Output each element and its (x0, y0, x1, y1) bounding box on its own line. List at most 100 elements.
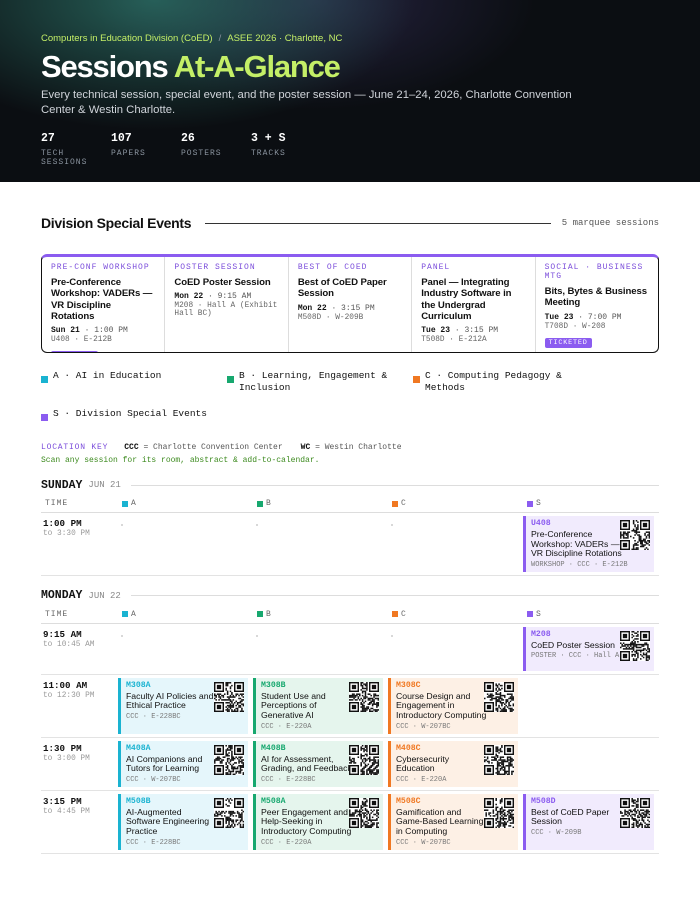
session-title: Course Design and Engagement in Introduc… (396, 690, 487, 720)
session-meta: POSTER · CCC · Hall A (531, 652, 620, 661)
empty-dot (256, 634, 258, 637)
session-card: M508D Best of CoED Paper Session CCC · W-2… (523, 793, 654, 850)
time-start: 3:15 PM (43, 795, 82, 807)
session-title: Peer Engagement and Help-Seeking in Intr… (261, 806, 352, 836)
event-day: Tue 23 (544, 312, 574, 322)
stat-value: 27 (41, 132, 55, 145)
event-card: PRE-CONF WORKSHOP Pre-Conference Workshop… (42, 257, 164, 352)
track-cell: M408C Cybersecurity Education CCC · E-220A (388, 740, 523, 787)
time-end: to 10:45 AM (43, 640, 95, 649)
session-title: CoED Poster Session (531, 639, 616, 650)
event-when: Mon 22 · 9:15 AM (174, 292, 278, 301)
track-cell: M508D Best of CoED Paper Session CCC · W-2… (523, 793, 659, 850)
stat-value: 107 (111, 132, 132, 145)
session-card: M408B AI for Assessment, Grading, and Fee… (253, 740, 383, 787)
session-card: M408A AI Companions and Tutors for Learni… (118, 740, 248, 787)
qr-code (214, 744, 244, 775)
session-meta: CCC · W-207BC (126, 775, 181, 784)
day-date: JUN 21 (88, 480, 121, 490)
event-location: U408 · E-212B (51, 336, 112, 345)
event-badge: TICKETED (544, 337, 592, 348)
note: Scan any session for its room, abstract … (41, 456, 320, 465)
legend-item: A · AI in Education (41, 370, 227, 408)
legend-label: S · Division Special Events (53, 408, 207, 419)
column-label: S (527, 499, 663, 508)
event-location: T708D · W-208 (544, 322, 606, 331)
qr-code (349, 681, 379, 712)
column-header: TIME A B C S (41, 495, 659, 513)
event-badge: TICKETED (51, 351, 99, 352)
session-card: M508B AI-Augmented Software Engineering P… (118, 793, 248, 850)
event-tag: BEST OF COED (297, 263, 368, 272)
session-card: M308B Student Use and Perceptions of Gene… (253, 677, 383, 734)
track-cell (253, 516, 388, 572)
time-end: to 3:00 PM (43, 754, 90, 763)
time-row: 1:00 PM to 3:30 PM U408 Pre-Conference Work… (41, 513, 659, 576)
time-row: 9:15 AM to 10:45 AM M208 CoED Poster Sessio… (41, 624, 659, 675)
day-section: MONDAY JUN 22 TIME A B C S 9:15 AM to 10:45 AM M2… (41, 586, 659, 854)
qr-code (620, 797, 650, 828)
session-card: M408C Cybersecurity Education CCC · E-220A (388, 740, 518, 787)
stat-label: PAPERS (111, 149, 146, 158)
event-day: Sun 21 (51, 326, 80, 336)
session-title: Student Use and Perceptions of Generativ… (261, 690, 326, 720)
column-label: TIME (45, 610, 122, 619)
qr-code (620, 630, 650, 661)
session-meta: CCC · E-220A (396, 775, 447, 784)
session-meta: CCC · E-228BC (261, 775, 316, 784)
day-date: JUN 22 (88, 590, 121, 601)
event-tag: SOCIAL · BUSINESS MTG (544, 263, 644, 281)
title: Sessions At-A-Glance (41, 50, 659, 84)
track-cell: M508C Gamification and Game-Based Learnin… (388, 793, 523, 850)
event-when: Mon 22 · 3:15 PM (298, 304, 402, 313)
column-text: TIME (45, 499, 69, 508)
track-cell: M408B AI for Assessment, Grading, and Fee… (253, 740, 388, 787)
track-cell: M508B AI-Augmented Software Engineering P… (118, 793, 253, 850)
legend-swatch (41, 376, 48, 383)
session-code: M208 (531, 629, 551, 639)
time-end: to 4:45 PM (43, 807, 90, 816)
qr-code (484, 797, 514, 828)
qr-code (620, 520, 650, 550)
session-card: U408 Pre-Conference Workshop: VADERs — VR… (523, 516, 654, 572)
event-title: Panel — Integrating Industry Software in… (421, 277, 512, 322)
time-slot: 3:15 PM to 4:45 PM (41, 794, 118, 850)
time-slot: 1:00 PM to 3:30 PM (41, 516, 118, 572)
day-section: SUNDAY JUN 21 TIME A B C S 1:00 PM to 3:30 PM U40… (41, 475, 659, 576)
session-code: M508C (396, 796, 421, 806)
session-card: M308A Faculty AI Policies and Ethical Pra… (118, 677, 248, 734)
empty-dot (256, 524, 258, 526)
session-code: M508B (126, 796, 151, 806)
session-title: AI for Assessment, Grading, and Feedback (261, 753, 352, 774)
column-label: TIME (45, 499, 122, 508)
session-card: M508C Gamification and Game-Based Learnin… (388, 793, 518, 850)
session-title: Cybersecurity Education (396, 753, 450, 774)
location-name: = Westin Charlotte (315, 443, 402, 452)
stat-label: TECH SESSIONS (41, 149, 88, 167)
column-label: C (392, 499, 527, 508)
column-text: A (131, 609, 137, 619)
column-text: S (536, 609, 542, 619)
session-title: AI Companions and Tutors for Learning (126, 753, 203, 774)
track-cell (253, 627, 388, 671)
location-entry: CCC = Charlotte Convention Center (124, 443, 282, 452)
stat-label: TRACKS (251, 149, 286, 158)
session-code: M408B (261, 743, 286, 753)
breadcrumb-item: Computers in Education Division (CoED) (41, 33, 213, 44)
stat: 3 + S TRACKS (251, 132, 321, 167)
breadcrumb: Computers in Education Division (CoED) / A… (41, 33, 659, 44)
location-entry: WC = Westin Charlotte (301, 443, 402, 452)
track-cell (118, 627, 253, 671)
track-cell (388, 627, 523, 671)
column-label: B (257, 610, 392, 619)
day-name: MONDAY (41, 589, 83, 603)
breadcrumb-item: / (218, 33, 222, 44)
section-header: Division Special Events 5 marquee session… (41, 204, 659, 242)
qr-code (484, 681, 514, 712)
track-cell: M308A Faculty AI Policies and Ethical Pra… (118, 677, 253, 734)
title-text: Sessions (41, 49, 169, 84)
time-slot: 11:00 AM to 12:30 PM (41, 678, 118, 734)
time-end: to 12:30 PM (43, 691, 95, 700)
event-title: Pre-Conference Workshop: VADERs — VR Dis… (51, 277, 153, 322)
location-code: CCC (124, 443, 139, 452)
